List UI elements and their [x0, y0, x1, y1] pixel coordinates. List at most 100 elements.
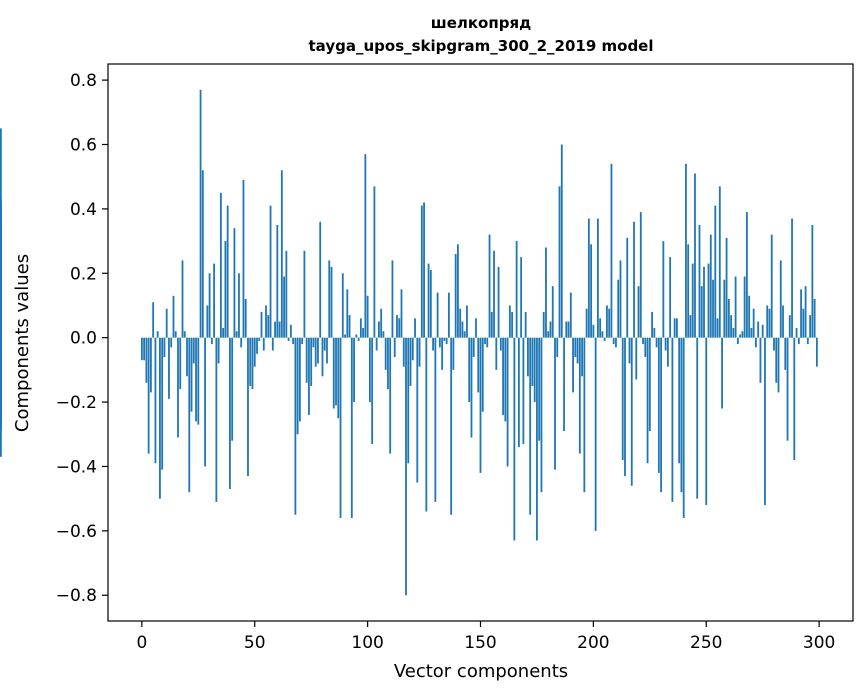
bar-17 — [179, 337, 182, 390]
bar-18 — [181, 260, 184, 338]
bar-266 — [741, 331, 744, 338]
bar-10 — [163, 337, 166, 357]
bar-218 — [633, 221, 635, 338]
bar-197 — [585, 308, 588, 338]
plot-area-frame — [107, 63, 854, 622]
bar-100 — [366, 295, 369, 338]
bar-238 — [678, 337, 681, 464]
bar-153 — [486, 337, 489, 348]
bar-154 — [488, 234, 491, 338]
bar-22 — [190, 337, 193, 412]
bar-188 — [565, 321, 568, 338]
bar-183 — [554, 337, 556, 470]
bar-235 — [671, 337, 674, 502]
bar-199 — [590, 244, 593, 338]
bar-132 — [438, 337, 441, 348]
bar-73 — [305, 337, 308, 383]
bar-205 — [603, 337, 606, 341]
bar-171 — [527, 337, 529, 377]
bar-69 — [296, 337, 299, 435]
bar-214 — [624, 337, 626, 477]
bar-36 — [222, 328, 225, 338]
bar-15 — [174, 331, 177, 338]
x-axis-label: Vector components — [394, 661, 568, 682]
bar-70 — [298, 337, 301, 422]
bar-296 — [809, 315, 812, 338]
bar-97 — [359, 318, 362, 338]
bar-148 — [475, 318, 477, 338]
bar-173 — [531, 337, 534, 386]
bar-167 — [517, 337, 520, 448]
bar-216 — [628, 337, 631, 364]
bar-208 — [610, 163, 613, 338]
bar-248 — [700, 286, 703, 338]
bar-195 — [581, 337, 583, 377]
bar-226 — [651, 311, 653, 338]
bar-30 — [208, 273, 211, 338]
bar-253 — [712, 279, 714, 338]
bar-178 — [542, 311, 545, 338]
bar-203 — [599, 318, 602, 338]
bar-127 — [427, 263, 430, 338]
bar-2 — [145, 337, 148, 383]
bar-140 — [457, 244, 459, 338]
bar-177 — [540, 337, 543, 493]
bar-264 — [736, 337, 739, 345]
bar-247 — [698, 224, 701, 338]
bar-81 — [323, 337, 326, 351]
bar-125 — [423, 202, 425, 338]
bar-221 — [639, 212, 642, 338]
bar-23 — [192, 337, 195, 364]
bar-291 — [797, 337, 800, 345]
bar-250 — [705, 337, 708, 506]
bar-55 — [265, 305, 267, 338]
bar-227 — [653, 328, 656, 338]
bar-282 — [777, 337, 780, 393]
bar-229 — [657, 337, 660, 473]
bar-152 — [484, 337, 486, 345]
bar-20 — [186, 337, 188, 377]
bar-187 — [563, 337, 565, 432]
bar-78 — [317, 337, 319, 364]
bar-33 — [215, 337, 218, 502]
bar-96 — [357, 337, 360, 341]
bar-198 — [587, 218, 590, 338]
bar-294 — [804, 286, 807, 338]
bar-249 — [703, 266, 705, 338]
bar-160 — [502, 337, 504, 415]
bar-66 — [289, 324, 292, 338]
bar-242 — [687, 244, 690, 338]
bar-43 — [238, 273, 240, 338]
bar-128 — [429, 270, 432, 338]
bar-undefined — [0, 337, 2, 380]
bar-0 — [140, 337, 143, 361]
bar-244 — [691, 263, 694, 338]
bar-298 — [813, 299, 816, 338]
bar-64 — [285, 250, 288, 338]
bar-265 — [739, 334, 742, 338]
y-tick-label: −0.2 — [56, 393, 97, 413]
bar-172 — [529, 337, 532, 515]
bar-262 — [732, 328, 735, 338]
bar-297 — [811, 224, 814, 338]
bar-286 — [786, 337, 789, 441]
bar-257 — [721, 337, 723, 409]
bar-158 — [497, 266, 500, 338]
bar-174 — [533, 337, 536, 403]
x-tick-label: 300 — [803, 633, 835, 653]
y-tick-label: 0.6 — [70, 135, 97, 155]
bar-141 — [459, 308, 462, 338]
x-tick-label: 0 — [136, 633, 147, 653]
bar-184 — [556, 337, 559, 357]
bar-93 — [350, 337, 353, 518]
bar-19 — [183, 331, 186, 338]
bar-292 — [800, 289, 802, 338]
bar-113 — [396, 315, 398, 338]
bar-138 — [452, 337, 455, 370]
y-axis-label: Components values — [12, 254, 33, 432]
bar-68 — [294, 337, 297, 515]
bar-193 — [576, 337, 579, 364]
bar-27 — [201, 170, 204, 338]
bar-116 — [402, 337, 405, 367]
bars-group — [0, 89, 818, 596]
